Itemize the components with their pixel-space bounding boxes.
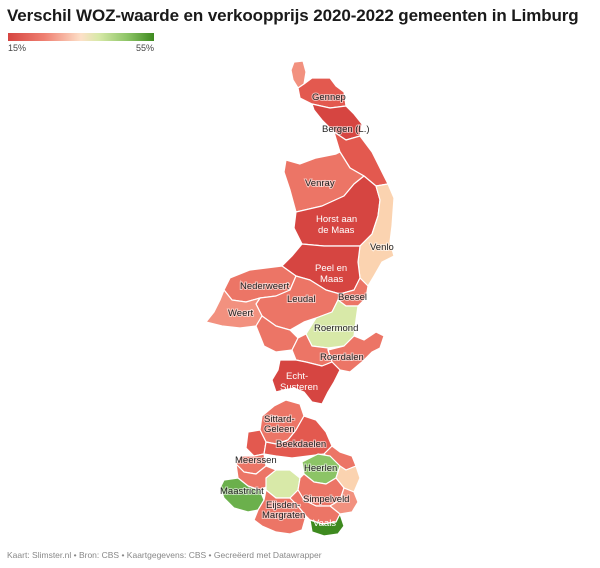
label-weert: Weert [228,308,254,319]
region-beekdaelen[interactable] [263,415,333,459]
label-beesel: Beesel [338,292,367,303]
label-eijsden-line1: Eijsden- [266,500,300,511]
region-echt-susteren[interactable] [271,359,341,405]
source-footer: Kaart: Slimster.nl • Bron: CBS • Kaartge… [7,550,322,560]
label-venray: Venray [305,178,335,189]
label-roermond: Roermond [314,323,358,334]
region-venlo[interactable] [357,183,395,287]
legend-labels: 15% 55% [8,43,154,55]
label-horst-line1: Horst aan [316,214,357,225]
label-maastricht: Maastricht [220,486,264,497]
label-sittard-line1: Sittard- [264,414,295,425]
label-bergen: Bergen (L.) [322,124,370,135]
label-peel-line2: Maas [320,274,343,285]
legend-gradient-bar [8,33,154,41]
label-eijsden-line2: Margraten [262,510,305,521]
label-leudal: Leudal [287,294,316,305]
label-echt-line1: Echt- [286,371,308,382]
label-vaals: Vaals [313,518,336,529]
legend-max-label: 55% [135,43,154,53]
label-echt-line2: Susteren [280,382,318,393]
label-venlo: Venlo [370,242,394,253]
map-title: Verschil WOZ-waarde en verkoopprijs 2020… [7,6,579,25]
label-peel-line1: Peel en [315,263,347,274]
label-beekdaelen: Beekdaelen [276,439,326,450]
legend-min-label: 15% [8,43,27,53]
region-vaals[interactable] [309,513,345,537]
label-sittard-line2: Geleen [264,424,295,435]
label-roerdalen: Roerdalen [320,352,364,363]
label-meerssen: Meerssen [235,455,277,466]
label-heerlen: Heerlen [304,463,337,474]
label-nederweert: Nederweert [240,281,289,292]
label-simpelveld: Simpelveld [303,494,349,505]
label-gennep: Gennep [312,92,346,103]
region-simpelveld[interactable] [329,487,359,515]
label-horst-line2: de Maas [318,225,355,236]
color-legend: 15% 55% [8,33,154,55]
